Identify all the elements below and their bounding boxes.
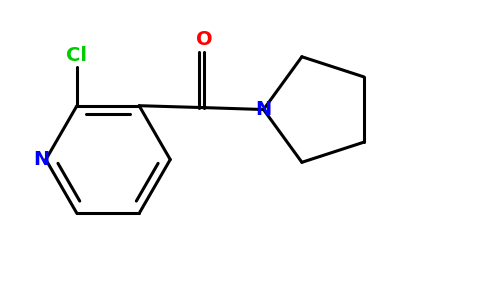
Text: N: N xyxy=(33,150,49,169)
Text: Cl: Cl xyxy=(66,46,88,65)
Text: O: O xyxy=(196,30,212,49)
Text: N: N xyxy=(256,100,272,119)
